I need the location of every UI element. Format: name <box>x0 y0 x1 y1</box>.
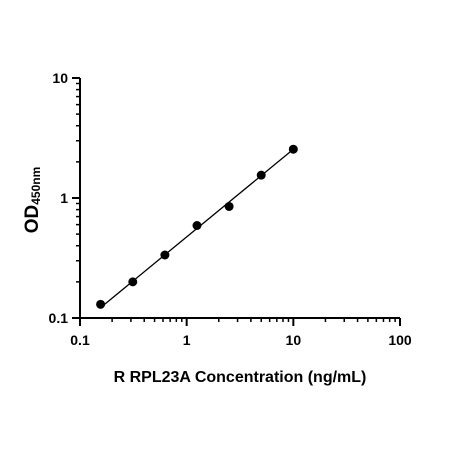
data-point <box>224 201 234 211</box>
x-tick-label: 10 <box>286 332 302 348</box>
data-point <box>128 277 138 287</box>
axes: 0.1 1 10 100 0.1 1 10 <box>49 70 412 348</box>
y-axis-title-subscript: 450nm <box>29 167 43 205</box>
x-tick-label: 1 <box>183 332 191 348</box>
y-tick-label: 10 <box>52 70 68 86</box>
data-point <box>160 250 170 260</box>
x-tick-label: 100 <box>388 332 412 348</box>
data-points <box>96 144 298 309</box>
x-axis-title: R RPL23A Concentration (ng/mL) <box>114 369 367 386</box>
y-axis-title: OD450nm <box>22 167 43 234</box>
y-tick-label: 0.1 <box>49 310 69 326</box>
y-tick-label: 1 <box>60 190 68 206</box>
data-point <box>192 220 202 230</box>
x-tick-label: 0.1 <box>70 332 90 348</box>
data-point <box>288 144 298 154</box>
data-point <box>96 299 106 309</box>
data-point <box>256 170 266 180</box>
y-axis-title-main: OD <box>22 205 43 234</box>
